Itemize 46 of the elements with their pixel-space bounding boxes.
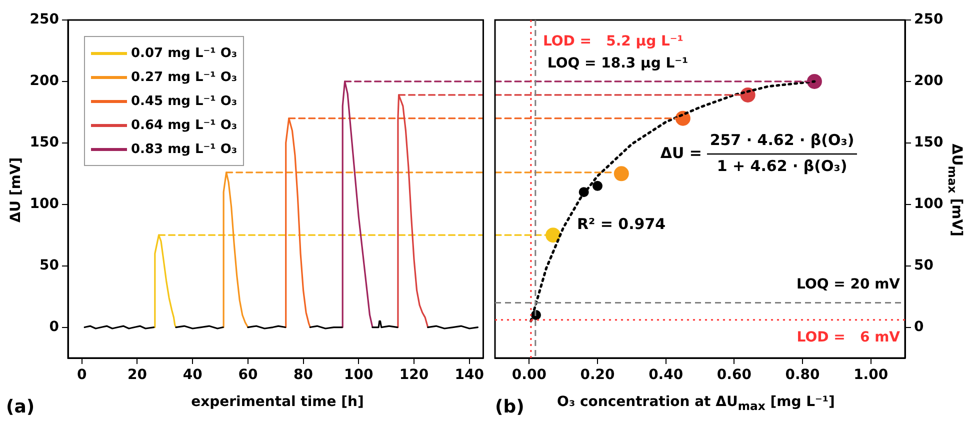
y-tick-label: 200 xyxy=(30,73,60,90)
legend-label: 0.27 mg L⁻¹ O₃ xyxy=(131,70,238,84)
x-tick-label: 0.00 xyxy=(512,367,547,384)
y-tick-label: 150 xyxy=(914,134,944,151)
point xyxy=(592,180,602,191)
ref-line-label: LOQ = 18.3 µg L⁻¹ xyxy=(547,56,688,72)
x-tick-label: 40 xyxy=(182,367,203,384)
x-tick-label: 0 xyxy=(76,367,87,384)
text: (b) xyxy=(495,396,524,418)
ref-line-label: LOD = 6 mV xyxy=(796,330,900,346)
legend-label: 0.45 mg L⁻¹ O₃ xyxy=(131,94,238,108)
y-tick-label: 0 xyxy=(49,318,60,335)
y-axis-title: ΔU [mV] xyxy=(8,157,24,223)
x-tick-label: 20 xyxy=(127,367,148,384)
x-tick-label: 0.60 xyxy=(716,367,752,384)
x-tick-label: 0.20 xyxy=(580,367,616,384)
x-tick-label: 140 xyxy=(454,367,484,384)
annotation: ΔU = xyxy=(660,144,702,162)
x-axis-title: O₃ concentration at ΔU$_{max}$ [mg L⁻¹] xyxy=(557,394,835,413)
x-tick-label: 100 xyxy=(344,367,374,384)
annotation: 1 + 4.62 · β(O₃) xyxy=(716,156,848,175)
text: (a) xyxy=(6,396,35,418)
y-tick-label: 150 xyxy=(30,134,60,151)
annotation: R² = 0.974 xyxy=(577,215,666,234)
y-tick-label: 200 xyxy=(914,73,944,90)
x-tick-label: 1.00 xyxy=(854,367,888,384)
y-tick-label: 250 xyxy=(30,12,60,28)
y-tick-label: 50 xyxy=(914,257,934,274)
x-tick-label: 120 xyxy=(399,367,429,384)
y-tick-label: 50 xyxy=(40,257,60,274)
y-tick-label: 250 xyxy=(914,12,944,28)
x-tick-label: 0.40 xyxy=(648,367,684,384)
y-tick-label: 100 xyxy=(914,196,944,212)
ref-line-label: LOD = 5.2 µg L⁻¹ xyxy=(542,34,684,50)
legend-label: 0.83 mg L⁻¹ O₃ xyxy=(131,142,238,156)
x-tick-label: 60 xyxy=(238,367,258,384)
legend-label: 0.07 mg L⁻¹ O₃ xyxy=(131,46,238,60)
annotation: 257 · 4.62 · β(O₃) xyxy=(710,130,854,149)
x-axis-title: experimental time [h] xyxy=(190,394,365,410)
y-tick-label: 0 xyxy=(914,318,924,335)
y-tick-label: 100 xyxy=(30,196,60,212)
point xyxy=(614,166,629,182)
ref-line-label: LOQ = 20 mV xyxy=(796,276,900,292)
legend-label: 0.64 mg L⁻¹ O₃ xyxy=(131,118,238,132)
x-tick-label: 80 xyxy=(294,367,314,384)
x-tick-label: 0.80 xyxy=(785,367,820,384)
